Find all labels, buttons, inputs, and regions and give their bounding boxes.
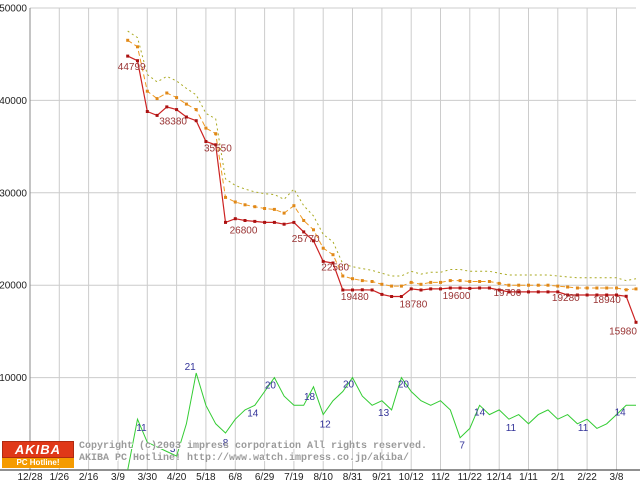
svg-text:18780: 18780 [399, 300, 427, 311]
svg-text:50000: 50000 [0, 4, 27, 15]
svg-text:20000: 20000 [0, 281, 27, 292]
akiba-logo-subtext: PC Hotline! [2, 458, 74, 468]
svg-text:40000: 40000 [0, 96, 27, 107]
svg-text:19480: 19480 [341, 292, 369, 303]
copyright-block: Copyright (c)2003 impress corporation Al… [79, 441, 427, 465]
svg-text:19280: 19280 [552, 293, 580, 304]
svg-text:3: 3 [170, 444, 176, 455]
svg-text:10000: 10000 [0, 373, 27, 384]
series-layer [126, 30, 638, 471]
svg-text:22580: 22580 [321, 262, 349, 273]
svg-text:18940: 18940 [593, 295, 621, 306]
svg-text:8/10: 8/10 [313, 472, 333, 480]
svg-text:3/9: 3/9 [111, 472, 125, 480]
svg-text:11: 11 [136, 423, 147, 434]
svg-text:19600: 19600 [443, 291, 471, 302]
akiba-logo: AKIBA PC Hotline! [2, 441, 74, 468]
svg-text:8: 8 [223, 438, 229, 449]
svg-text:20: 20 [398, 380, 410, 391]
svg-text:18: 18 [304, 392, 316, 403]
svg-text:30000: 30000 [0, 188, 27, 199]
svg-text:11: 11 [506, 423, 517, 434]
svg-text:6/8: 6/8 [228, 472, 242, 480]
svg-text:38380: 38380 [159, 116, 187, 127]
site-url-line: AKIBA PC Hotline! http://www.watch.impre… [79, 453, 410, 464]
svg-text:20: 20 [343, 380, 355, 391]
axes-layer [0, 8, 640, 471]
svg-text:12/28: 12/28 [17, 472, 42, 480]
svg-text:3/30: 3/30 [138, 472, 158, 480]
svg-text:14: 14 [615, 407, 627, 418]
svg-text:14: 14 [247, 408, 259, 419]
svg-text:25770: 25770 [292, 234, 320, 245]
svg-text:2/16: 2/16 [79, 472, 99, 480]
svg-text:19700: 19700 [493, 288, 521, 299]
svg-text:11: 11 [578, 423, 589, 434]
svg-text:12: 12 [320, 420, 332, 431]
svg-text:4/20: 4/20 [167, 472, 187, 480]
svg-text:26800: 26800 [230, 225, 258, 236]
svg-text:44799: 44799 [118, 62, 146, 73]
svg-text:7: 7 [459, 441, 465, 452]
svg-text:11/2: 11/2 [431, 472, 450, 480]
svg-text:10/12: 10/12 [399, 472, 424, 480]
svg-text:2/22: 2/22 [577, 472, 597, 480]
svg-text:12/14: 12/14 [487, 472, 512, 480]
svg-text:11/22: 11/22 [458, 472, 483, 480]
copyright-line: Copyright (c)2003 impress corporation Al… [79, 441, 428, 452]
svg-text:1/11: 1/11 [519, 472, 538, 480]
labels-layer: 10000 20000 30000 40000 50000 12/28 1/26 2/16 3/… [0, 4, 637, 480]
svg-text:15980: 15980 [609, 326, 637, 337]
grid-layer [29, 7, 636, 470]
svg-text:9/21: 9/21 [372, 472, 392, 480]
svg-text:1/26: 1/26 [50, 472, 70, 480]
svg-text:7/19: 7/19 [284, 472, 304, 480]
svg-text:35550: 35550 [204, 144, 232, 155]
svg-text:8/31: 8/31 [343, 472, 363, 480]
svg-text:21: 21 [185, 362, 197, 373]
svg-text:14: 14 [474, 407, 486, 418]
svg-text:13: 13 [378, 408, 390, 419]
watermark: AKIBA PC Hotline! Copyright (c)2003 impr… [2, 441, 427, 468]
svg-text:5/18: 5/18 [196, 472, 216, 480]
svg-text:6/29: 6/29 [255, 472, 275, 480]
svg-text:20: 20 [265, 381, 277, 392]
svg-text:2/1: 2/1 [551, 472, 565, 480]
svg-text:3/8: 3/8 [610, 472, 624, 480]
akiba-logo-text: AKIBA [2, 441, 74, 458]
